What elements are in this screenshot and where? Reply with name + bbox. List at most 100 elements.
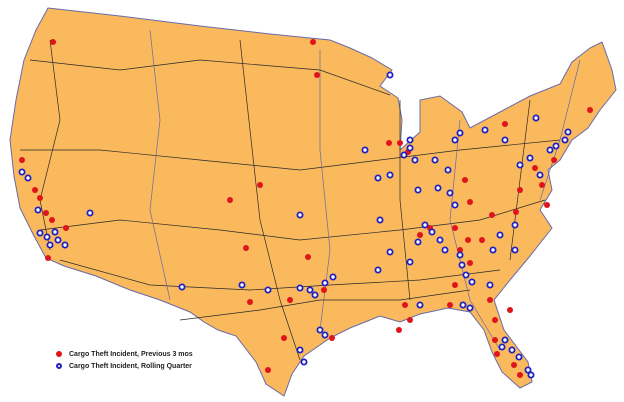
- incident-marker-rolling-quarter: [34, 206, 42, 214]
- incident-marker-previous-3-mos: [479, 237, 485, 243]
- incident-marker-rolling-quarter: [414, 186, 422, 194]
- incident-marker-rolling-quarter: [515, 353, 523, 361]
- incident-marker-rolling-quarter: [329, 273, 337, 281]
- incident-marker-rolling-quarter: [466, 304, 474, 312]
- legend-item-rolling-quarter: Cargo Theft Incident, Rolling Quarter: [56, 360, 193, 372]
- incident-marker-previous-3-mos: [544, 202, 550, 208]
- incident-marker-previous-3-mos: [37, 195, 43, 201]
- incident-marker-previous-3-mos: [227, 197, 233, 203]
- incident-marker-rolling-quarter: [400, 151, 408, 159]
- red-dot-icon: [56, 351, 62, 357]
- incident-marker-previous-3-mos: [467, 199, 473, 205]
- us-landmass: [9, 7, 617, 397]
- incident-marker-rolling-quarter: [552, 142, 560, 150]
- state-border-line: [39, 39, 61, 251]
- incident-marker-previous-3-mos: [43, 210, 49, 216]
- incident-marker-previous-3-mos: [310, 39, 316, 45]
- incident-marker-rolling-quarter: [451, 201, 459, 209]
- incident-marker-rolling-quarter: [501, 136, 509, 144]
- incident-marker-rolling-quarter: [511, 246, 519, 254]
- incident-marker-previous-3-mos: [321, 287, 327, 293]
- incident-marker-previous-3-mos: [265, 367, 271, 373]
- incident-marker-rolling-quarter: [536, 171, 544, 179]
- state-border-line: [399, 100, 411, 301]
- incident-marker-rolling-quarter: [321, 331, 329, 339]
- incident-marker-rolling-quarter: [444, 166, 452, 174]
- incident-marker-rolling-quarter: [486, 281, 494, 289]
- incident-marker-rolling-quarter: [496, 231, 504, 239]
- incident-marker-rolling-quarter: [456, 251, 464, 259]
- incident-marker-previous-3-mos: [452, 282, 458, 288]
- incident-marker-previous-3-mos: [247, 299, 253, 305]
- incident-marker-rolling-quarter: [300, 358, 308, 366]
- highway-line: [179, 289, 471, 321]
- incident-marker-rolling-quarter: [411, 156, 419, 164]
- highway-line: [20, 139, 561, 171]
- incident-marker-previous-3-mos: [396, 327, 402, 333]
- incident-marker-previous-3-mos: [305, 254, 311, 260]
- state-border-line: [149, 29, 171, 301]
- incident-marker-previous-3-mos: [492, 317, 498, 323]
- incident-marker-previous-3-mos: [517, 372, 523, 378]
- incident-marker-rolling-quarter: [296, 284, 304, 292]
- incident-marker-rolling-quarter: [386, 248, 394, 256]
- incident-marker-previous-3-mos: [467, 260, 473, 266]
- incident-marker-rolling-quarter: [421, 221, 429, 229]
- incident-marker-previous-3-mos: [257, 182, 263, 188]
- incident-marker-rolling-quarter: [416, 301, 424, 309]
- incident-marker-rolling-quarter: [456, 129, 464, 137]
- blue-ring-icon: [56, 363, 62, 369]
- incident-marker-rolling-quarter: [434, 184, 442, 192]
- incident-marker-rolling-quarter: [561, 136, 569, 144]
- legend-label: Cargo Theft Incident, Rolling Quarter: [69, 362, 192, 370]
- incident-marker-rolling-quarter: [316, 326, 324, 334]
- incident-marker-previous-3-mos: [513, 209, 519, 215]
- incident-marker-previous-3-mos: [281, 335, 287, 341]
- incident-marker-rolling-quarter: [374, 174, 382, 182]
- incident-marker-rolling-quarter: [481, 126, 489, 134]
- incident-marker-previous-3-mos: [447, 302, 453, 308]
- incident-marker-rolling-quarter: [501, 336, 509, 344]
- incident-marker-rolling-quarter: [264, 286, 272, 294]
- incident-marker-previous-3-mos: [50, 39, 56, 45]
- incident-marker-rolling-quarter: [508, 346, 516, 354]
- incident-marker-rolling-quarter: [462, 271, 470, 279]
- incident-marker-rolling-quarter: [361, 146, 369, 154]
- incident-marker-previous-3-mos: [19, 157, 25, 163]
- incident-marker-previous-3-mos: [502, 121, 508, 127]
- highway-line: [29, 59, 391, 96]
- incident-marker-rolling-quarter: [54, 236, 62, 244]
- legend-item-previous-3-mos: Cargo Theft Incident, Previous 3 mos: [56, 348, 193, 360]
- incident-marker-previous-3-mos: [587, 107, 593, 113]
- incident-marker-previous-3-mos: [407, 317, 413, 323]
- legend-label: Cargo Theft Incident, Previous 3 mos: [69, 350, 193, 358]
- incident-marker-rolling-quarter: [311, 291, 319, 299]
- incident-marker-rolling-quarter: [564, 128, 572, 136]
- incident-marker-rolling-quarter: [468, 278, 476, 286]
- incident-marker-rolling-quarter: [18, 168, 26, 176]
- incident-marker-rolling-quarter: [61, 241, 69, 249]
- incident-marker-rolling-quarter: [511, 221, 519, 229]
- incident-marker-rolling-quarter: [24, 174, 32, 182]
- incident-marker-rolling-quarter: [459, 301, 467, 309]
- incident-marker-previous-3-mos: [462, 177, 468, 183]
- incident-marker-previous-3-mos: [492, 337, 498, 343]
- incident-marker-previous-3-mos: [314, 72, 320, 78]
- incident-marker-rolling-quarter: [441, 246, 449, 254]
- incident-marker-previous-3-mos: [457, 247, 463, 253]
- incident-marker-previous-3-mos: [329, 335, 335, 341]
- state-border-line: [239, 39, 301, 361]
- incident-marker-rolling-quarter: [458, 261, 466, 269]
- incident-marker-rolling-quarter: [406, 144, 414, 152]
- incident-marker-previous-3-mos: [465, 237, 471, 243]
- highway-line: [59, 259, 501, 291]
- incident-marker-previous-3-mos: [551, 157, 557, 163]
- incident-marker-previous-3-mos: [487, 297, 493, 303]
- incident-marker-rolling-quarter: [524, 366, 532, 374]
- state-border-line: [449, 119, 501, 351]
- incident-marker-rolling-quarter: [296, 346, 304, 354]
- incident-marker-rolling-quarter: [414, 238, 422, 246]
- incident-marker-previous-3-mos: [494, 351, 500, 357]
- incident-marker-previous-3-mos: [507, 307, 513, 313]
